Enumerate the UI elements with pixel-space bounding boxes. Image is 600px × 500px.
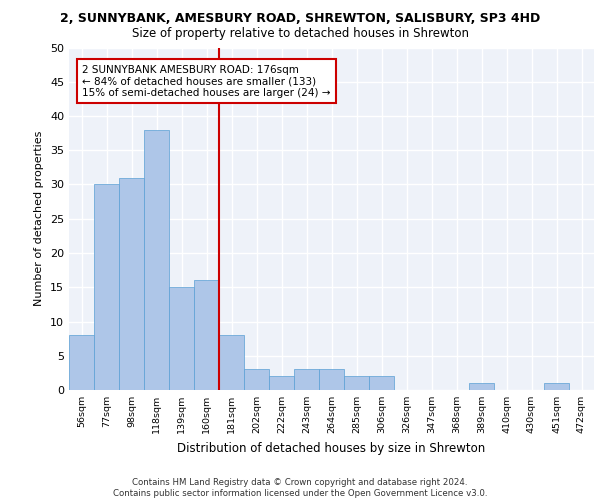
Text: 2 SUNNYBANK AMESBURY ROAD: 176sqm
← 84% of detached houses are smaller (133)
15%: 2 SUNNYBANK AMESBURY ROAD: 176sqm ← 84% … xyxy=(82,64,331,98)
Bar xyxy=(544,383,569,390)
Text: 2, SUNNYBANK, AMESBURY ROAD, SHREWTON, SALISBURY, SP3 4HD: 2, SUNNYBANK, AMESBURY ROAD, SHREWTON, S… xyxy=(60,12,540,26)
Bar xyxy=(294,370,319,390)
Bar xyxy=(169,287,194,390)
Bar xyxy=(369,376,394,390)
Bar xyxy=(219,335,244,390)
Bar xyxy=(94,184,119,390)
Bar xyxy=(344,376,369,390)
Text: Size of property relative to detached houses in Shrewton: Size of property relative to detached ho… xyxy=(131,28,469,40)
Bar xyxy=(194,280,219,390)
Bar xyxy=(144,130,169,390)
X-axis label: Distribution of detached houses by size in Shrewton: Distribution of detached houses by size … xyxy=(178,442,485,454)
Bar xyxy=(69,335,94,390)
Bar xyxy=(244,370,269,390)
Bar xyxy=(269,376,294,390)
Text: Contains HM Land Registry data © Crown copyright and database right 2024.
Contai: Contains HM Land Registry data © Crown c… xyxy=(113,478,487,498)
Bar xyxy=(319,370,344,390)
Y-axis label: Number of detached properties: Number of detached properties xyxy=(34,131,44,306)
Bar xyxy=(119,178,144,390)
Bar xyxy=(469,383,494,390)
